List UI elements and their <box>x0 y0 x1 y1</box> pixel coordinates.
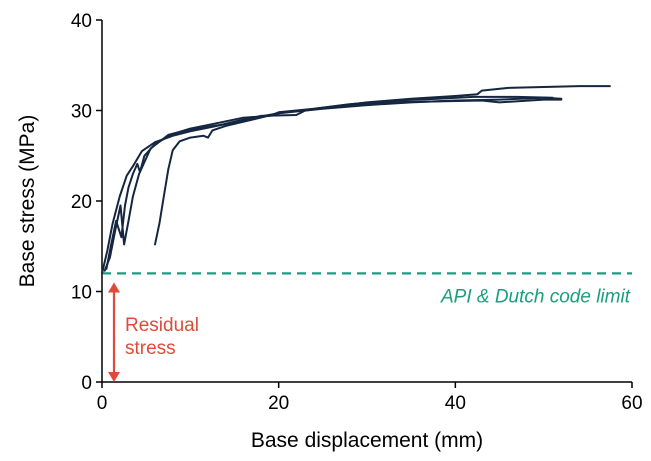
annotation-label-line: stress <box>125 338 176 359</box>
x-tick-label: 20 <box>268 393 289 414</box>
series-line-3 <box>154 85 611 246</box>
x-axis-label: Base displacement (mm) <box>251 429 483 452</box>
y-tick-label: 30 <box>71 102 92 123</box>
x-tick-label: 40 <box>445 393 466 414</box>
series-line-1 <box>101 96 563 275</box>
x-tick-label: 60 <box>621 393 642 414</box>
annotation-arrowhead-down <box>108 372 120 382</box>
y-tick-label: 0 <box>81 373 92 394</box>
axes: 0 20 40 60 0 10 20 30 40 Base displacement (mm) Ba… <box>16 11 643 452</box>
y-tick-label: 10 <box>71 283 92 304</box>
series-line-2 <box>103 98 563 272</box>
reference-line-label: API & Dutch code limit <box>440 286 631 307</box>
series-group <box>101 85 611 275</box>
y-tick-label: 20 <box>71 192 92 213</box>
annotation-label-line: Residual <box>125 315 199 336</box>
series-line-4 <box>105 95 554 270</box>
annotation-arrowhead-up <box>108 282 120 293</box>
reference-line-group: API & Dutch code limit <box>102 272 632 307</box>
y-tick-label: 40 <box>71 11 92 32</box>
x-tick-label: 0 <box>97 393 108 414</box>
y-axis-label: Base stress (MPa) <box>16 115 39 288</box>
